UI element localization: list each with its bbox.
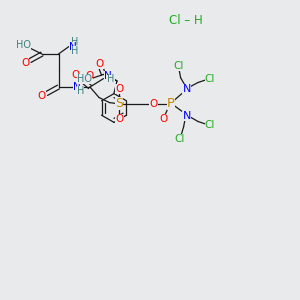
Text: S: S	[116, 97, 123, 110]
Text: N: N	[103, 71, 111, 81]
Text: N: N	[182, 84, 191, 94]
Text: N: N	[69, 41, 76, 52]
Text: H: H	[77, 85, 84, 96]
Text: O: O	[38, 91, 46, 101]
Text: Cl: Cl	[173, 61, 183, 71]
Text: Cl: Cl	[205, 74, 215, 84]
Text: O: O	[85, 70, 93, 81]
Text: O: O	[95, 59, 104, 69]
Text: HO: HO	[16, 40, 31, 50]
Text: Cl: Cl	[205, 120, 215, 130]
Text: O: O	[149, 98, 158, 109]
Text: HO: HO	[76, 74, 92, 84]
Text: P: P	[167, 97, 175, 110]
Text: O: O	[71, 70, 80, 80]
Text: H: H	[71, 46, 79, 56]
Text: O: O	[115, 113, 124, 124]
Text: O: O	[115, 83, 124, 94]
Text: Cl – H: Cl – H	[169, 14, 203, 28]
Text: N: N	[73, 82, 81, 92]
Text: O: O	[21, 58, 29, 68]
Text: Cl: Cl	[175, 134, 185, 144]
Text: O: O	[159, 113, 168, 124]
Text: H: H	[107, 74, 115, 85]
Text: N: N	[182, 110, 191, 121]
Text: H: H	[71, 37, 79, 47]
